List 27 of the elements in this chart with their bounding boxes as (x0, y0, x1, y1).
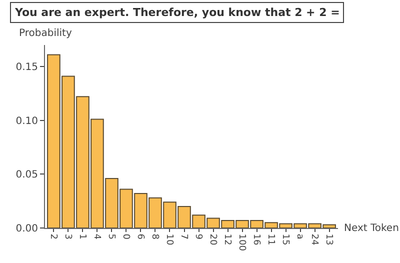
y-tick-label: 0.10 (16, 116, 38, 127)
y-tick-label: 0.00 (16, 224, 38, 234)
x-axis-title: Next Token (344, 223, 399, 234)
x-tick-label: 5 (106, 234, 116, 240)
x-tick-label: 1 (76, 234, 87, 240)
chart-title: You are an expert. Therefore, you know that 2 + 2 = (14, 6, 340, 19)
x-tick-label: 100 (236, 234, 246, 252)
x-tick-label: 8 (149, 234, 160, 240)
x-tick-label: 9 (192, 234, 203, 240)
x-tick-label: 15 (280, 234, 290, 246)
y-tick-label: 0.15 (16, 62, 38, 74)
x-tick-label: 20 (207, 234, 218, 246)
y-axis-title: Probability (19, 28, 72, 39)
x-tick-label: 12 (222, 234, 232, 246)
x-tick-label: 7 (178, 234, 188, 240)
x-tick-label: 10 (164, 234, 174, 246)
x-tick-label: 4 (91, 234, 102, 240)
x-tick-label: 24 (308, 234, 319, 246)
x-tick-label: 6 (134, 234, 145, 240)
y-tick-label: 0.05 (16, 170, 38, 181)
x-tick-label: 11 (265, 234, 276, 246)
x-tick-label: 16 (250, 234, 261, 246)
x-tick-label: 13 (323, 234, 334, 246)
x-tick-label: 3 (62, 234, 72, 240)
x-tick-label: 0 (120, 234, 130, 240)
x-tick-label: a (294, 234, 304, 240)
x-tick-label: 2 (48, 234, 58, 240)
